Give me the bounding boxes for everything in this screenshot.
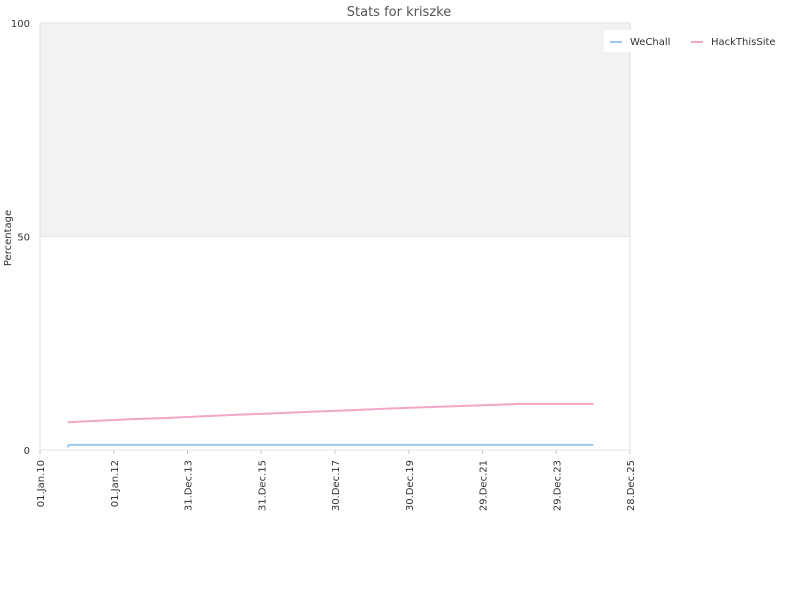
chart-title: Stats for kriszke [347, 5, 451, 20]
x-tick-label: 30.Dec.19 [405, 460, 416, 511]
y-axis-ticks: 0 50 100 [11, 19, 30, 457]
series-lines [66, 402, 594, 448]
legend-label: HackThisSite [711, 37, 776, 48]
x-tick-label: 01.Jan.12 [110, 460, 121, 507]
y-tick-label: 0 [24, 446, 30, 457]
y-tick-label: 50 [17, 233, 30, 244]
x-tick-label: 31.Dec.13 [184, 460, 195, 511]
x-axis-ticks: 01.Jan.10 01.Jan.12 31.Dec.13 31.Dec.15 30.D… [36, 450, 637, 511]
legend-label: WeChall [630, 37, 670, 48]
series-line-hackthissite [67, 402, 594, 424]
y-axis-label: Percentage [3, 210, 14, 266]
plot-upper-band [40, 23, 630, 237]
x-tick-label: 31.Dec.15 [257, 460, 268, 511]
x-tick-label: 29.Dec.23 [552, 460, 563, 511]
x-tick-label: 29.Dec.21 [479, 460, 490, 511]
x-tick-label: 30.Dec.17 [331, 460, 342, 511]
series-line-wechall [66, 443, 594, 448]
x-tick-label: 01.Jan.10 [36, 460, 47, 507]
y-tick-label: 100 [11, 19, 30, 30]
legend: WeChall HackThisSite [604, 30, 794, 52]
x-tick-label: 28.Dec.25 [626, 460, 637, 511]
